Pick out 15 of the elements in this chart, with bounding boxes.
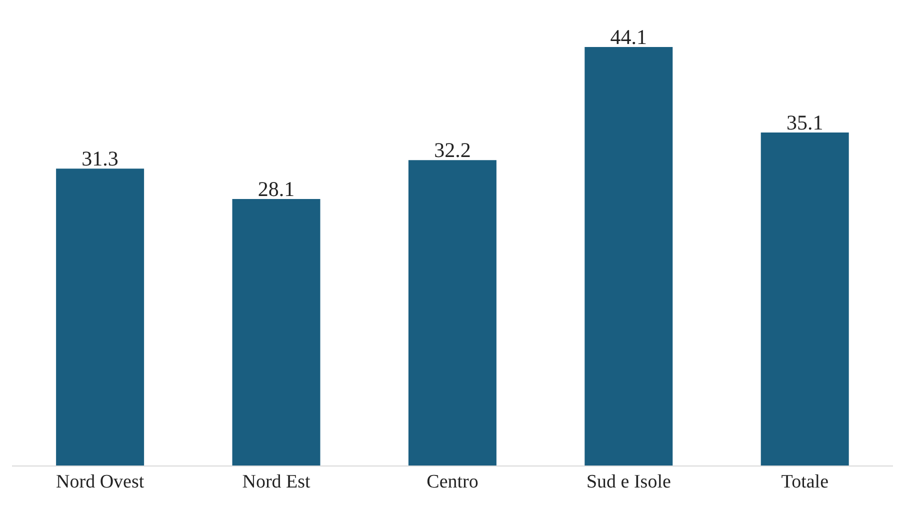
bar (232, 199, 320, 466)
x-tick-label: Totale (781, 471, 828, 492)
bar (56, 168, 144, 466)
bar (584, 47, 673, 466)
data-label: 31.3 (82, 146, 118, 171)
x-tick-label: Nord Ovest (56, 471, 145, 492)
bar (408, 160, 496, 466)
x-tick-label: Centro (426, 471, 478, 492)
x-tick-label: Nord Est (242, 471, 312, 492)
data-label: 35.1 (786, 110, 824, 135)
data-label: 32.2 (434, 138, 471, 162)
bar (760, 132, 849, 466)
data-label: 44.1 (610, 25, 648, 49)
data-label: 28.1 (258, 177, 295, 202)
x-tick-label: Sud e Isole (586, 471, 671, 492)
